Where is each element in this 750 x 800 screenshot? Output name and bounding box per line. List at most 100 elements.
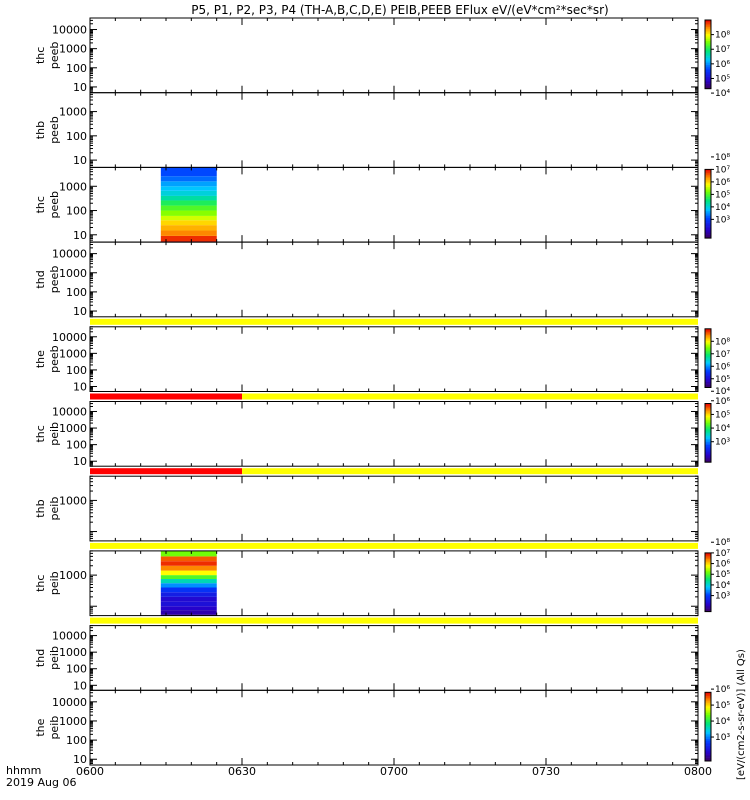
- colorbar-cell: [705, 215, 711, 218]
- colorbar-cell: [705, 47, 711, 50]
- colorbar-cell: [705, 558, 711, 561]
- colorbar-cell: [705, 409, 711, 412]
- colorbar-cell: [705, 419, 711, 422]
- spectrogram-bin: [160, 230, 217, 236]
- colorbar-cell: [705, 73, 711, 76]
- colorbar-cell: [705, 707, 711, 710]
- panel-1: 10 100 1000 10000 thc peeb 10⁴ 10⁵ 10⁶ 10⁷ 10⁸: [34, 17, 730, 99]
- colorbar-cell: [705, 369, 711, 372]
- panel-7: 1000 thb peib: [34, 468, 699, 542]
- colorbar-cell: [705, 407, 711, 410]
- colorbar-cell: [705, 37, 711, 40]
- colorbar-cell: [705, 377, 711, 379]
- colorbar-cell: [705, 598, 711, 601]
- colorbar-cell: [705, 196, 711, 199]
- colorbar-cell: [705, 428, 711, 431]
- colorbar-tick-label: 10⁶: [715, 560, 730, 570]
- colorbar-cell: [705, 425, 711, 428]
- date-label: 2019 Aug 06: [6, 776, 76, 789]
- y-tick-label: 1000: [59, 180, 87, 193]
- colorbar-cell: [705, 83, 711, 86]
- colorbar-cell: [705, 554, 711, 557]
- colorbar-cell: [705, 347, 711, 350]
- colorbar-cell: [705, 607, 711, 609]
- colorbar-cell: [705, 64, 711, 67]
- panel-instrument-label: peeb: [48, 266, 61, 294]
- colorbar-cell: [705, 346, 711, 349]
- colorbar-cell: [705, 328, 711, 331]
- colorbar-cell: [705, 384, 711, 387]
- flag-bar-segment: [90, 468, 242, 475]
- colorbar-tick-label: 10⁸: [715, 153, 730, 163]
- spectrogram-bin: [160, 176, 217, 182]
- colorbar-cell: [705, 560, 711, 563]
- y-tick-label: 100: [66, 62, 87, 75]
- x-tick-label: 0600: [76, 765, 104, 778]
- y-tick-label: 1000: [59, 106, 87, 119]
- colorbar-cell: [705, 188, 711, 191]
- colorbar-cell: [705, 723, 711, 726]
- y-tick-label: 10: [73, 455, 87, 468]
- colorbar-cell: [705, 45, 711, 48]
- flag-bar-segment: [242, 393, 698, 400]
- colorbar-cell: [705, 448, 711, 451]
- colorbar-cell: [705, 438, 711, 441]
- colorbar-cell: [705, 747, 711, 750]
- colorbar-cell: [705, 586, 711, 589]
- colorbar-cell: [705, 176, 711, 179]
- colorbar-tick-label: 10⁷: [715, 165, 730, 175]
- colorbar-cell: [705, 457, 711, 460]
- colorbar-tick-label: 10⁷: [715, 549, 730, 559]
- flag-bar-segment: [90, 542, 698, 549]
- colorbar-frame: [704, 168, 712, 239]
- panel-2: 10 100 1000 thb peeb: [34, 92, 699, 168]
- colorbar-cell: [705, 714, 711, 717]
- y-tick-label: 10000: [52, 630, 87, 643]
- colorbar-cell: [705, 174, 711, 177]
- colorbar-cell: [705, 721, 711, 724]
- colorbar-cell: [705, 356, 711, 359]
- colorbar-cell: [705, 181, 711, 184]
- colorbar-cell: [705, 755, 711, 758]
- colorbar-cell: [705, 343, 711, 346]
- panel-probe-label: thc: [34, 196, 47, 213]
- y-tick-label: 10: [73, 305, 87, 318]
- colorbar-cell: [705, 416, 711, 419]
- colorbar-cell: [705, 190, 711, 193]
- colorbar-cell: [705, 728, 711, 731]
- colorbar-cell: [705, 234, 711, 237]
- spectrogram-bin: [160, 200, 217, 206]
- colorbar-cell: [705, 453, 711, 456]
- colorbar-cell: [705, 220, 711, 223]
- colorbar-cell: [705, 711, 711, 714]
- panel-frame: [89, 625, 699, 691]
- y-tick-label: 10: [73, 81, 87, 94]
- panel-5: 10 100 1000 10000 the peeb 10⁴ 10⁵ 10⁶ 10⁷ 10⁸: [34, 318, 730, 397]
- colorbar-cell: [705, 740, 711, 743]
- colorbar-cell: [705, 426, 711, 429]
- colorbar-cell: [705, 444, 711, 447]
- colorbar-cell: [705, 337, 711, 340]
- colorbar-tick-label: 10⁶: [715, 362, 730, 372]
- colorbar-cell: [705, 371, 711, 374]
- colorbar-cell: [705, 555, 711, 558]
- colorbar-tick-label: 10⁶: [715, 397, 730, 407]
- colorbar-tick-label: 10⁴: [715, 89, 730, 99]
- spectrogram-bin: [160, 186, 217, 191]
- colorbar-tick-label: 10⁸: [715, 538, 730, 548]
- panel-probe-label: thd: [34, 270, 47, 288]
- colorbar-cell: [705, 333, 711, 335]
- colorbar-cell: [705, 23, 711, 26]
- y-tick-label: 100: [66, 663, 87, 676]
- y-tick-label: 10: [73, 154, 87, 167]
- colorbar-cell: [705, 694, 711, 697]
- colorbar-cell: [705, 602, 711, 605]
- colorbar-cell: [705, 577, 711, 580]
- colorbar-cell: [705, 557, 711, 560]
- colorbar-cell: [705, 362, 711, 365]
- colorbar-cell: [705, 750, 711, 753]
- colorbar-cell: [705, 198, 711, 201]
- spectrogram-bin: [160, 210, 217, 216]
- colorbar-cell: [705, 375, 711, 378]
- colorbar-cell: [705, 361, 711, 363]
